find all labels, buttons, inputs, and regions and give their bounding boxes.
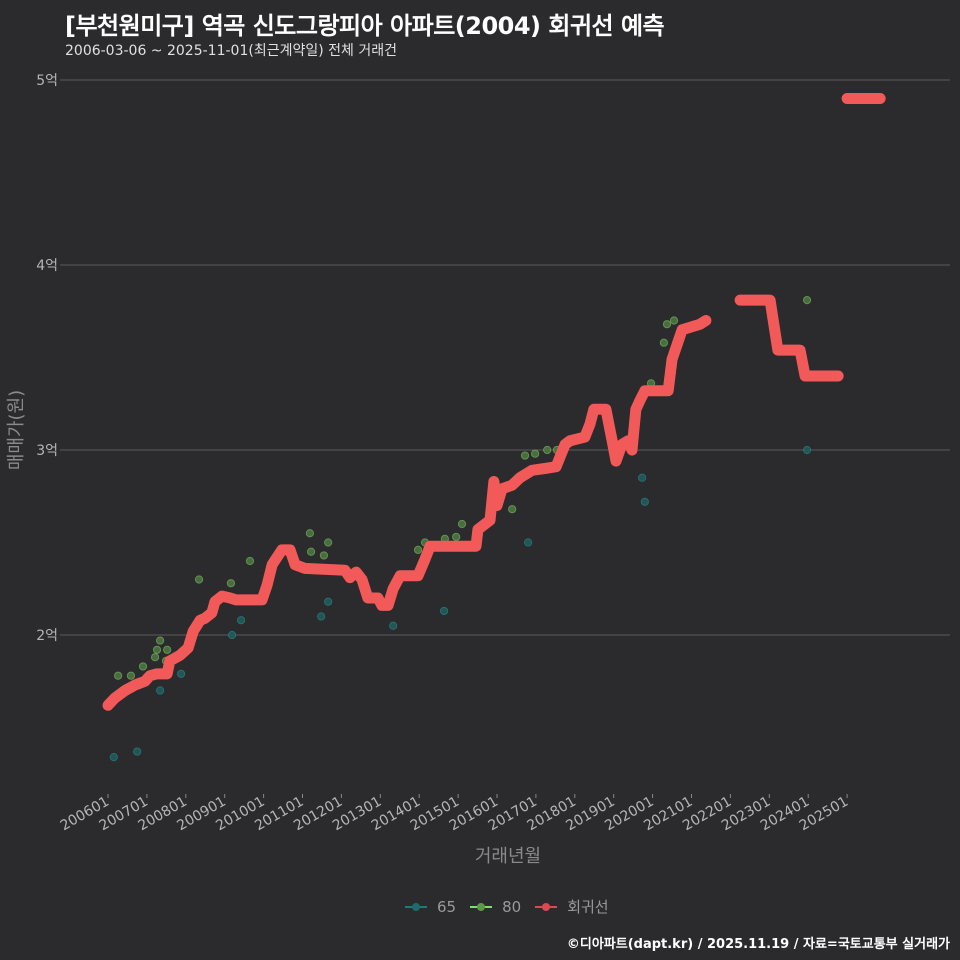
data-point-80 (245, 556, 255, 566)
legend-key-65 (405, 900, 427, 914)
y-tick-label: 3억 (36, 443, 58, 459)
legend: 65 80 회귀선 (405, 896, 613, 917)
legend-label-80: 80 (502, 897, 522, 916)
data-point-65 (177, 669, 186, 678)
source-credit: ©디아파트(dapt.kr) / 2025.11.19 / 자료=국토교통부 실… (566, 937, 950, 952)
data-point-80 (413, 545, 423, 555)
legend-key-80 (470, 900, 493, 914)
data-point-80 (226, 579, 236, 588)
legend-key-regression (535, 900, 558, 914)
data-point-65 (524, 538, 533, 547)
data-point-65 (133, 747, 142, 756)
data-point-80 (324, 538, 333, 547)
y-tick-label: 2억 (36, 628, 58, 644)
data-point-80 (305, 529, 314, 538)
legend-item-65[interactable]: 65 (405, 898, 456, 916)
data-point-80 (662, 320, 672, 329)
legend-item-regression[interactable]: 회귀선 (535, 896, 609, 917)
data-point-65 (236, 616, 246, 625)
data-point-80 (163, 645, 172, 654)
data-point-65 (439, 606, 449, 616)
data-point-65 (802, 445, 812, 455)
data-point-65 (324, 597, 333, 606)
data-point-80 (126, 671, 136, 680)
data-point-80 (152, 645, 162, 654)
data-point-65 (156, 686, 165, 695)
legend-item-80[interactable]: 80 (470, 898, 521, 916)
y-axis-label: 매매가(원) (6, 390, 27, 470)
data-point-80 (520, 451, 530, 460)
data-point-80 (194, 575, 204, 584)
data-point-80 (150, 653, 160, 662)
regression-line (734, 294, 844, 382)
data-point-65 (109, 753, 118, 762)
data-point-65 (317, 612, 326, 621)
data-point-80 (156, 636, 165, 645)
data-point-80 (457, 519, 467, 529)
data-point-80 (306, 547, 316, 556)
data-point-80 (114, 671, 123, 680)
data-point-80 (531, 449, 540, 458)
data-point-65 (389, 621, 398, 630)
chart-subtitle: 2006-03-06 ~ 2025-11-01(최근계약일) 전체 거래건 (65, 43, 397, 59)
x-axis-label: 거래년월 (475, 846, 541, 867)
chart-title: [부천원미구] 역곡 신도그랑피아 아파트(2004) 회귀선 예측 (65, 12, 665, 40)
data-point-80 (659, 338, 668, 347)
data-point-65 (227, 630, 237, 640)
data-point-80 (669, 316, 679, 325)
data-point-80 (802, 296, 812, 305)
data-point-80 (319, 551, 328, 560)
regression-line (102, 315, 712, 711)
legend-label-regression: 회귀선 (567, 898, 609, 916)
data-point-65 (637, 473, 647, 482)
y-tick-label: 5억 (36, 73, 58, 89)
data-point-80 (508, 505, 517, 514)
y-tick-label: 4억 (36, 258, 58, 274)
data-point-65 (640, 497, 649, 506)
data-point-80 (452, 532, 461, 542)
legend-label-65: 65 (437, 897, 457, 916)
data-point-80 (543, 445, 552, 455)
data-point-80 (138, 662, 148, 671)
